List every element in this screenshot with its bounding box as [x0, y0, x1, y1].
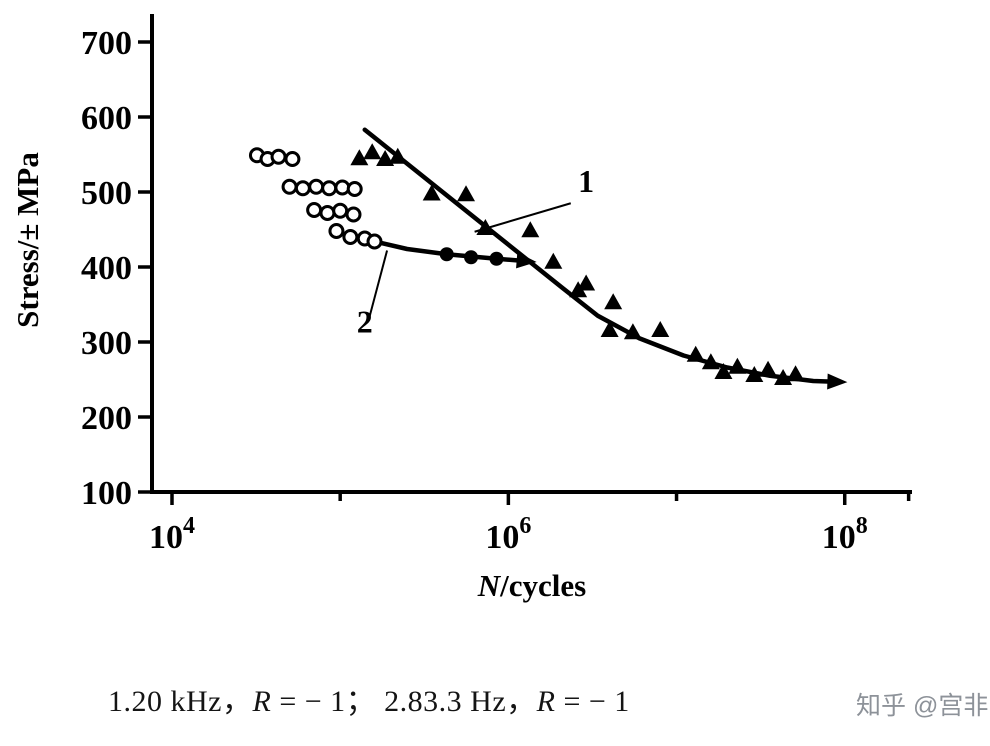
- open-circle-marker: [306, 202, 323, 218]
- curve-1: [362, 127, 838, 384]
- triangle-marker: [786, 365, 805, 382]
- triangle-marker: [604, 293, 623, 310]
- triangle-marker: [623, 323, 642, 340]
- open-circle-marker: [346, 181, 363, 197]
- triangle-marker: [363, 143, 382, 160]
- y-tick-label: 500: [81, 175, 132, 212]
- y-tick-label: 600: [81, 100, 132, 137]
- y-tick-label: 300: [81, 325, 132, 362]
- triangle-marker: [701, 353, 720, 370]
- caption-r-symbol-2: R: [536, 685, 556, 718]
- triangle-marker: [651, 321, 670, 337]
- annotation-leader-2: [368, 250, 389, 317]
- filled-circle-marker: [439, 247, 454, 262]
- x-tick-label: 104: [149, 513, 195, 556]
- x-tick-label: 106: [485, 513, 531, 556]
- curve-label-1: 1: [578, 163, 594, 199]
- open-circle-marker: [270, 148, 287, 165]
- open-circle-marker: [366, 233, 383, 250]
- open-circle-marker: [321, 180, 338, 197]
- caption-suffix: = − 1: [555, 685, 630, 718]
- triangle-marker: [457, 185, 476, 202]
- open-circle-marker: [319, 205, 336, 221]
- curve-label-2: 2: [357, 303, 373, 339]
- x-tick-label: 108: [822, 513, 868, 556]
- y-tick-label: 700: [81, 25, 132, 62]
- open-circle-marker: [308, 178, 325, 195]
- caption-series1-frequency: 1.20 kHz，: [108, 685, 253, 718]
- caption-r-symbol-1: R: [252, 685, 272, 718]
- curve-2-arrow: [516, 252, 537, 269]
- triangle-marker: [544, 252, 563, 269]
- filled-circle-marker: [464, 250, 479, 265]
- curve-1-arrow: [827, 373, 848, 390]
- triangle-marker: [600, 321, 619, 337]
- triangle-marker: [476, 219, 495, 235]
- triangle-marker: [422, 184, 441, 201]
- triangle-marker: [759, 360, 778, 377]
- open-circle-marker: [294, 180, 311, 197]
- triangle-marker: [388, 147, 407, 164]
- annotation-leader-1: [474, 202, 572, 233]
- y-axis-title: Stress/± MPa: [10, 152, 45, 328]
- filled-circle-marker: [489, 251, 504, 266]
- triangle-marker: [714, 363, 733, 379]
- triangle-marker: [350, 149, 369, 166]
- x-axis-title: N/cycles: [477, 568, 586, 603]
- open-circle-marker: [281, 178, 298, 195]
- open-circle-marker: [342, 229, 359, 245]
- caption-middle: = − 1； 2.83.3 Hz，: [271, 685, 537, 718]
- figure-caption: 1.20 kHz，R = − 1； 2.83.3 Hz，R = − 1: [108, 676, 630, 720]
- y-tick-label: 100: [81, 475, 132, 512]
- sn-curve-chart: 100 200 300 400 500 600 700 104 106 108 Stress/± M…: [10, 14, 912, 603]
- y-tick-label: 400: [81, 250, 132, 287]
- triangle-marker: [521, 221, 540, 238]
- triangle-marker: [577, 274, 596, 291]
- open-circle-marker: [332, 202, 349, 219]
- zhihu-watermark: 知乎 @宫非: [856, 692, 989, 720]
- open-circle-marker: [284, 151, 301, 167]
- triangle-marker: [686, 345, 705, 362]
- triangle-marker: [745, 366, 764, 382]
- y-tick-label: 200: [81, 400, 132, 437]
- triangle-marker: [728, 357, 747, 374]
- open-circle-marker: [345, 206, 362, 223]
- open-circle-marker: [328, 223, 345, 239]
- triangle-marker: [376, 150, 395, 166]
